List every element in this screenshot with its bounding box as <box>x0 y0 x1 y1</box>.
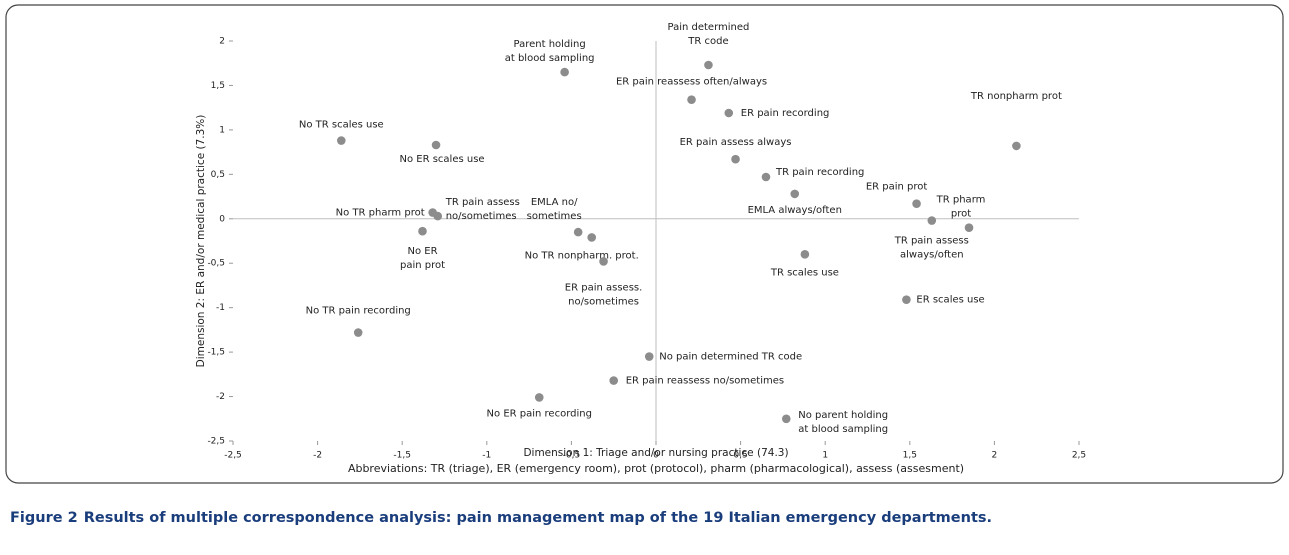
point-label: Parent holding <box>514 39 586 50</box>
point-label: TR pain assess <box>445 197 520 208</box>
point-label: ER pain assess always <box>680 137 792 148</box>
caption: Figure 2 Results of multiple corresponden… <box>10 510 992 526</box>
x-tick-label: 1 <box>822 451 828 461</box>
point <box>790 189 800 199</box>
point-label: No ER <box>407 246 437 257</box>
point <box>902 295 911 304</box>
point-label: No TR pain recording <box>306 306 411 317</box>
point <box>761 172 771 182</box>
y-tick-label: -2 <box>216 392 225 402</box>
point-label: ER pain reassess often/always <box>616 77 767 88</box>
y-tick-label: -1,5 <box>207 348 225 358</box>
point-label: EMLA no/ <box>531 197 578 208</box>
frame <box>5 4 1284 484</box>
point-label: No TR pharm prot <box>336 208 425 219</box>
point-label: TR scales use <box>770 267 839 278</box>
point-label: No parent holding <box>798 410 888 421</box>
x-tick-label: -2,5 <box>224 451 242 461</box>
y-tick-label: 0,5 <box>211 170 225 180</box>
x-tick-label: -2 <box>313 451 322 461</box>
point-label: always/often <box>900 250 964 261</box>
point-label: no/sometimes <box>446 211 517 222</box>
y-tick-label: 0 <box>219 214 225 224</box>
point-label: TR pain recording <box>775 167 864 178</box>
point <box>534 393 544 402</box>
x-tick-label: -1,5 <box>393 451 411 461</box>
point-label: pain prot <box>400 260 445 271</box>
point-label: TR pharm <box>936 195 986 206</box>
point-label: No TR scales use <box>299 120 384 131</box>
point-label: No ER pain recording <box>487 408 592 419</box>
point-label: TR pain assess <box>894 236 969 247</box>
point-label: no/sometimes <box>568 296 639 307</box>
point-label: ER pain recording <box>741 108 830 119</box>
point <box>573 227 583 237</box>
point <box>644 352 654 361</box>
point <box>560 67 569 77</box>
point <box>687 95 696 104</box>
point <box>1012 141 1021 151</box>
point <box>781 414 791 424</box>
x-tick-label: 2 <box>992 451 998 461</box>
point-label: No ER scales use <box>400 154 485 165</box>
y-tick-label: 1 <box>219 125 225 135</box>
point-label: No pain determined TR code <box>659 352 802 363</box>
point <box>353 328 363 337</box>
y-tick-label: -2,5 <box>207 437 225 447</box>
point-label: Pain determined <box>668 22 750 33</box>
x-tick-label: 0 <box>653 451 659 461</box>
y-tick-label: -0,5 <box>207 259 225 269</box>
caption-text: Results of multiple correspondence analy… <box>84 510 992 526</box>
y-tick-label: 1,5 <box>211 81 225 91</box>
point <box>704 60 713 70</box>
x-tick-label: -0,5 <box>563 451 581 461</box>
point-label: TR nonpharm prot <box>970 91 1062 102</box>
caption-label: Figure 2 <box>10 510 78 526</box>
point-label: ER pain assess. <box>565 282 643 293</box>
point-label: EMLA always/often <box>748 205 842 216</box>
point <box>731 154 740 164</box>
point <box>431 140 441 150</box>
point <box>418 226 427 236</box>
point <box>599 257 608 266</box>
note: Abbreviations: TR (triage), ER (emergenc… <box>348 462 964 475</box>
x-tick-label: -1 <box>482 451 491 461</box>
y-tick-label: -1 <box>216 303 225 313</box>
y-axis-title: Dimension 2: ER and/or medical practice … <box>195 115 207 368</box>
x-tick-label: 1,5 <box>903 451 917 461</box>
point <box>927 216 937 225</box>
x-tick-label: 2,5 <box>1072 451 1086 461</box>
point-label: at blood sampling <box>798 424 888 435</box>
point-label: No TR nonpharm. prot. <box>525 250 639 261</box>
point <box>964 223 974 232</box>
point <box>609 376 618 385</box>
point <box>587 233 597 242</box>
point-label: ER pain reassess no/sometimes <box>626 376 784 387</box>
point-label: at blood sampling <box>505 53 595 64</box>
point <box>912 199 921 208</box>
point-label: prot <box>951 209 971 220</box>
point <box>433 211 443 221</box>
y-tick-label: 2 <box>219 37 225 47</box>
point <box>336 136 346 145</box>
point <box>724 108 734 118</box>
x-axis-title: Dimension 1: Triage and/or nursing pract… <box>523 447 788 459</box>
x-tick-label: 0,5 <box>733 451 747 461</box>
point-label: ER pain prot <box>866 182 928 193</box>
point-label: TR code <box>687 36 728 47</box>
point-label: sometimes <box>527 211 582 222</box>
point-label: ER scales use <box>916 295 984 306</box>
point <box>800 250 810 259</box>
